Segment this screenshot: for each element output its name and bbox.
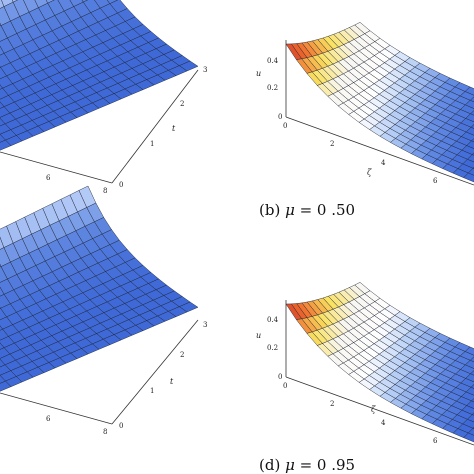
axis-label-z-b: u <box>256 69 261 78</box>
axis-y-a: 0 1 2 3 t <box>111 66 207 189</box>
axis-x-c: 6 8 <box>0 392 113 436</box>
tick-x-d-0: 0 <box>283 382 287 390</box>
tick-z-b-1: 0.2 <box>267 84 278 92</box>
panel-d: 0 0.2 0.4 u 0 2 4 6 ζ (d) μ = 0 .95 <box>256 282 474 474</box>
axis-z-d: 0 0.2 0.4 u <box>256 300 287 381</box>
tick-x-c-1: 8 <box>103 428 107 436</box>
tick-y-a-2: 2 <box>180 100 184 108</box>
axis-label-z-d: u <box>256 331 261 340</box>
panel-c: 6 8 0 1 2 3 t <box>0 185 207 436</box>
tick-y-a-1: 1 <box>150 140 154 148</box>
tick-x-b-0: 0 <box>283 122 287 130</box>
axis-z-b: 0 0.2 0.4 u <box>256 40 287 121</box>
axis-x-b: 0 2 4 6 ζ <box>283 116 474 186</box>
tick-x-a-0: 6 <box>46 174 51 182</box>
panel-b: 0 0.2 0.4 u 0 2 4 6 ζ (b) μ = 0 .50 <box>256 22 474 219</box>
tick-z-b-2: 0.4 <box>267 57 279 65</box>
surface-patch <box>467 154 474 163</box>
caption-b: (b) μ = 0 .50 <box>259 201 355 219</box>
surface-patch <box>463 172 474 183</box>
tick-x-b-3: 6 <box>433 177 438 185</box>
surface-d <box>285 282 474 443</box>
caption-d: (d) μ = 0 .95 <box>259 456 355 474</box>
tick-x-c-0: 6 <box>46 415 51 423</box>
tick-y-c-2: 2 <box>180 351 184 359</box>
tick-z-d-2: 0.4 <box>267 316 279 324</box>
tick-x-d-2: 4 <box>381 419 386 427</box>
tick-x-b-2: 4 <box>381 159 386 167</box>
surface-patch <box>463 432 474 443</box>
tick-z-b-0: 0 <box>278 113 282 121</box>
surface-c <box>0 185 199 392</box>
tick-y-a-3: 3 <box>203 66 207 74</box>
surface-b <box>285 22 474 183</box>
tick-x-d-1: 2 <box>330 400 334 408</box>
tick-x-b-1: 2 <box>330 140 334 148</box>
axis-y-c: 0 1 2 3 t <box>111 319 207 430</box>
surface-patch <box>0 380 12 392</box>
axis-label-y-a: t <box>172 124 176 133</box>
tick-x-a-1: 8 <box>103 187 107 195</box>
axis-x-d: 0 2 4 6 ζ <box>283 376 474 446</box>
axis-x-a: 6 8 <box>0 151 113 195</box>
tick-x-d-3: 6 <box>433 437 438 445</box>
tick-y-a-0: 0 <box>119 181 123 189</box>
tick-z-d-0: 0 <box>278 373 282 381</box>
panel-a: 6 8 0 1 2 3 t <box>0 0 207 195</box>
surface-patch <box>467 414 474 423</box>
tick-y-c-0: 0 <box>119 422 123 430</box>
surface-patch <box>0 139 12 151</box>
tick-y-c-3: 3 <box>203 321 207 329</box>
tick-z-d-1: 0.2 <box>267 344 278 352</box>
tick-y-c-1: 1 <box>150 387 154 395</box>
surface-patch <box>468 168 474 176</box>
axis-label-y-c: t <box>170 377 174 386</box>
axis-label-x-d: ζ <box>371 405 376 414</box>
surface-patch <box>468 428 474 436</box>
surface-a <box>0 0 199 151</box>
axis-label-x-b: ζ <box>367 168 372 177</box>
